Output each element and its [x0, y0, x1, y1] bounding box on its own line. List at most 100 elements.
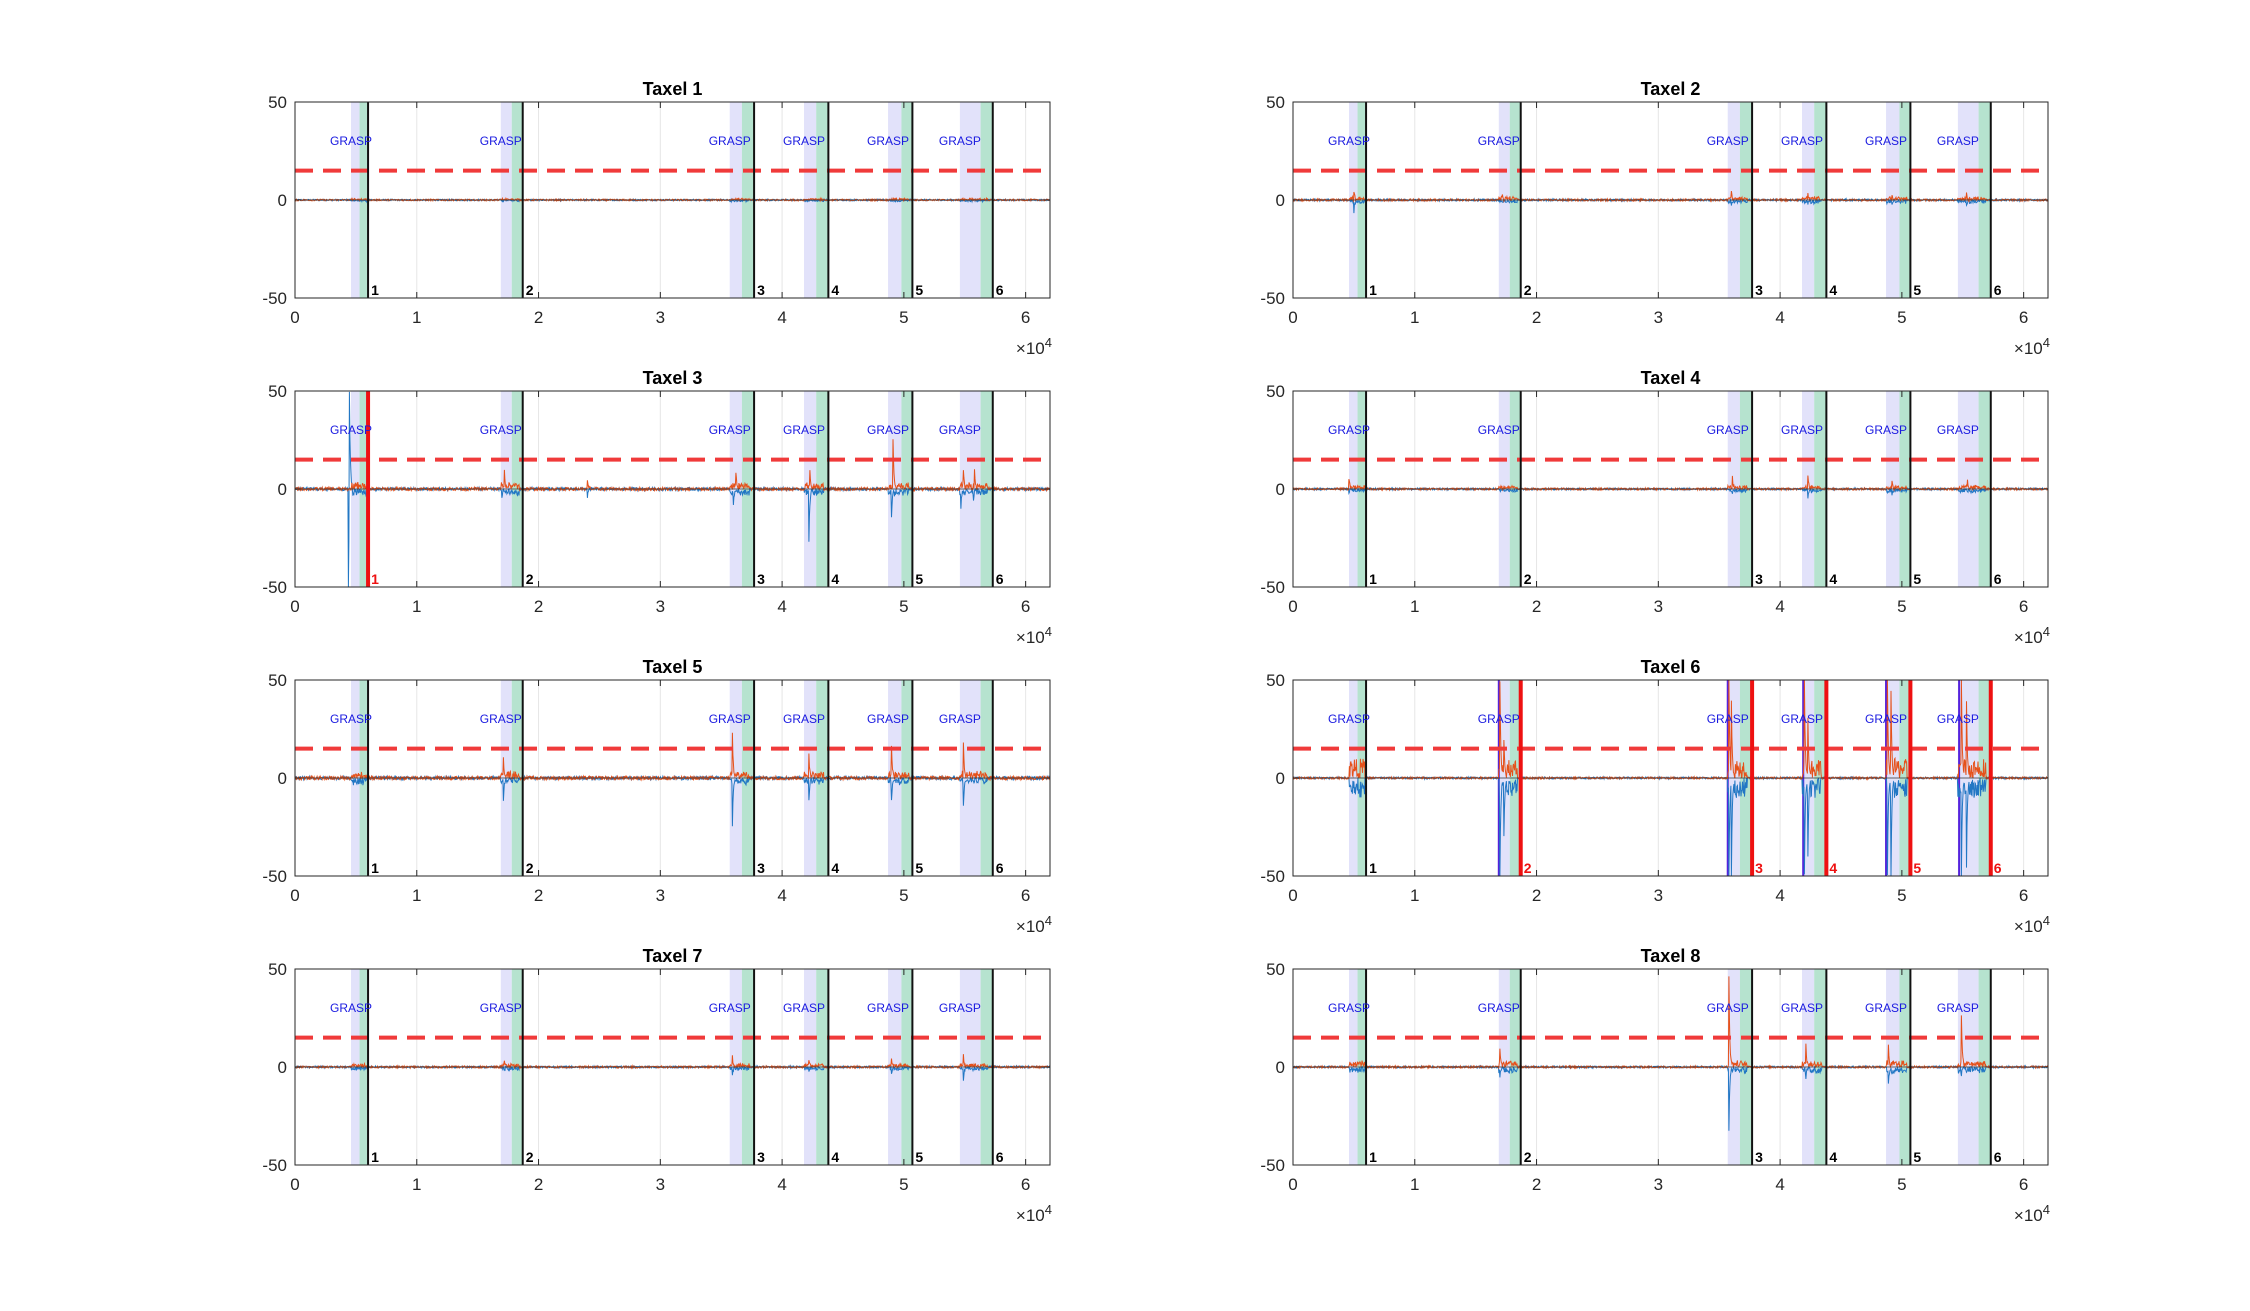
subplot-title: Taxel 8 — [1641, 946, 1701, 966]
x-tick-label: 6 — [1021, 886, 1030, 905]
x-tick-label: 2 — [534, 597, 543, 616]
grasp-label: GRASP — [709, 134, 751, 148]
event-label: 3 — [1755, 860, 1763, 876]
grasp-label: GRASP — [1328, 423, 1370, 437]
event-label: 3 — [757, 282, 765, 298]
plot-area: 1 2 3 4 5 6 GRASP GRASP GRASP GRASP GRASP GRASP — [1293, 680, 2048, 876]
plot-area: 1 2 3 4 5 6 GRASP GRASP GRASP GRASP GRASP GRASP — [1293, 969, 2048, 1165]
event-label: 6 — [996, 1149, 1004, 1165]
grasp-label: GRASP — [1937, 134, 1979, 148]
grasp-label: GRASP — [1781, 134, 1823, 148]
y-tick-label: 0 — [278, 769, 287, 788]
plot-area: 1 2 3 4 5 6 GRASP GRASP GRASP GRASP GRASP GRASP — [1293, 102, 2048, 298]
grasp-label: GRASP — [1707, 1001, 1749, 1015]
plot-area: 1 2 3 4 5 6 GRASP GRASP GRASP GRASP GRASP GRASP — [295, 391, 1050, 587]
grasp-label: GRASP — [867, 423, 909, 437]
x-tick-label: 0 — [290, 886, 299, 905]
y-tick-label: 0 — [1276, 480, 1285, 499]
event-label: 5 — [1913, 282, 1921, 298]
x-tick-label: 4 — [777, 597, 786, 616]
x-tick-label: 6 — [1021, 1175, 1030, 1194]
subplot-title: Taxel 6 — [1641, 657, 1701, 677]
plot-area: 1 2 3 4 5 6 GRASP GRASP GRASP GRASP GRASP GRASP — [295, 102, 1050, 298]
x-exponent-base: ×10 — [1016, 1206, 1045, 1225]
grasp-label: GRASP — [939, 134, 981, 148]
x-exponent-label: ×104 — [1016, 1202, 1052, 1225]
x-tick-label: 2 — [534, 308, 543, 327]
x-exponent-base: ×10 — [2014, 628, 2043, 647]
x-tick-label: 0 — [290, 308, 299, 327]
x-tick-label: 1 — [412, 308, 421, 327]
x-exponent-label: ×104 — [2014, 1202, 2050, 1225]
plot-area: 1 2 3 4 5 6 GRASP GRASP GRASP GRASP GRASP GRASP — [295, 969, 1050, 1165]
grasp-label: GRASP — [330, 134, 372, 148]
x-tick-label: 3 — [1654, 308, 1663, 327]
x-tick-label: 6 — [1021, 308, 1030, 327]
grasp-label: GRASP — [867, 712, 909, 726]
x-tick-label: 4 — [777, 1175, 786, 1194]
grasp-label: GRASP — [330, 712, 372, 726]
y-tick-label: -50 — [1260, 1156, 1285, 1175]
grasp-label: GRASP — [480, 712, 522, 726]
grasp-label: GRASP — [783, 423, 825, 437]
x-exponent-power: 4 — [1045, 335, 1052, 350]
y-tick-label: 50 — [1266, 671, 1285, 690]
y-tick-label: 50 — [268, 382, 287, 401]
x-tick-label: 4 — [777, 308, 786, 327]
x-exponent-power: 4 — [1045, 624, 1052, 639]
x-exponent-power: 4 — [1045, 913, 1052, 928]
x-tick-label: 1 — [412, 597, 421, 616]
event-label: 6 — [996, 571, 1004, 587]
event-label: 4 — [831, 860, 839, 876]
event-label: 5 — [915, 1149, 923, 1165]
grasp-label: GRASP — [480, 423, 522, 437]
event-label: 4 — [831, 571, 839, 587]
y-tick-label: 50 — [268, 671, 287, 690]
x-tick-label: 0 — [290, 1175, 299, 1194]
grasp-label: GRASP — [330, 423, 372, 437]
subplot-title: Taxel 3 — [643, 368, 703, 388]
grasp-label: GRASP — [1937, 1001, 1979, 1015]
x-tick-label: 3 — [1654, 597, 1663, 616]
event-label: 2 — [1524, 282, 1532, 298]
x-tick-label: 2 — [1532, 886, 1541, 905]
grasp-label: GRASP — [939, 1001, 981, 1015]
x-tick-label: 5 — [899, 886, 908, 905]
event-label: 5 — [1913, 860, 1921, 876]
y-tick-label: 50 — [1266, 93, 1285, 112]
grasp-label: GRASP — [1478, 1001, 1520, 1015]
grasp-label: GRASP — [330, 1001, 372, 1015]
x-tick-label: 3 — [656, 597, 665, 616]
y-tick-label: 50 — [268, 93, 287, 112]
event-label: 2 — [1524, 1149, 1532, 1165]
grasp-label: GRASP — [1781, 423, 1823, 437]
event-label: 1 — [1369, 571, 1377, 587]
subplot-title: Taxel 7 — [643, 946, 703, 966]
x-tick-label: 5 — [899, 308, 908, 327]
x-exponent-base: ×10 — [2014, 917, 2043, 936]
x-tick-label: 5 — [1897, 1175, 1906, 1194]
grasp-label: GRASP — [1478, 712, 1520, 726]
signal-line-orange — [1293, 976, 2048, 1070]
y-tick-label: 0 — [1276, 769, 1285, 788]
x-exponent-label: ×104 — [1016, 335, 1052, 358]
event-label: 3 — [757, 860, 765, 876]
event-label: 6 — [1994, 1149, 2002, 1165]
x-tick-label: 1 — [1410, 1175, 1419, 1194]
x-exponent-base: ×10 — [1016, 628, 1045, 647]
x-tick-label: 2 — [534, 886, 543, 905]
x-tick-label: 0 — [1288, 886, 1297, 905]
event-label: 2 — [526, 1149, 534, 1165]
x-tick-label: 4 — [777, 886, 786, 905]
grasp-label: GRASP — [867, 1001, 909, 1015]
event-label: 1 — [1369, 860, 1377, 876]
grasp-label: GRASP — [480, 1001, 522, 1015]
x-tick-label: 4 — [1775, 308, 1784, 327]
y-tick-label: -50 — [262, 867, 287, 886]
y-tick-label: 50 — [268, 960, 287, 979]
